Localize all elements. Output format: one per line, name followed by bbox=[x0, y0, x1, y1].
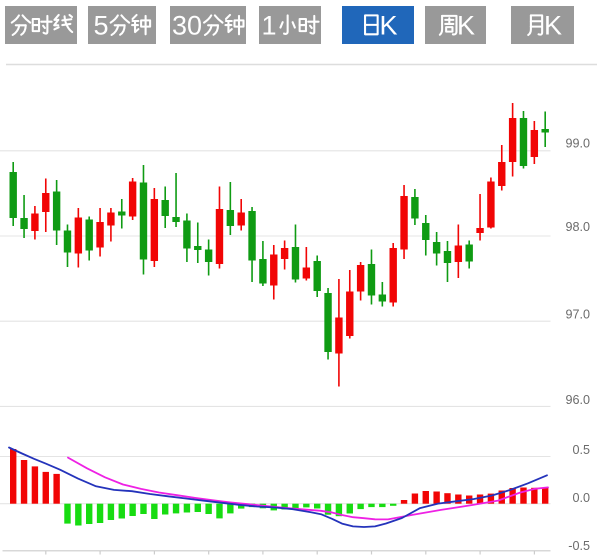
svg-text:K: K bbox=[379, 10, 397, 40]
svg-text:96.0: 96.0 bbox=[565, 393, 590, 407]
svg-text:-0.5: -0.5 bbox=[568, 539, 590, 553]
svg-text:30: 30 bbox=[172, 10, 202, 40]
svg-text:1: 1 bbox=[261, 10, 276, 40]
svg-text:97.0: 97.0 bbox=[565, 308, 590, 322]
svg-text:K: K bbox=[544, 10, 562, 40]
svg-text:5: 5 bbox=[93, 10, 108, 40]
svg-text:0.5: 0.5 bbox=[572, 443, 590, 457]
svg-text:K: K bbox=[457, 10, 475, 40]
svg-text:98.0: 98.0 bbox=[565, 220, 590, 234]
svg-text:0.0: 0.0 bbox=[572, 491, 590, 505]
svg-text:99.0: 99.0 bbox=[565, 137, 590, 151]
